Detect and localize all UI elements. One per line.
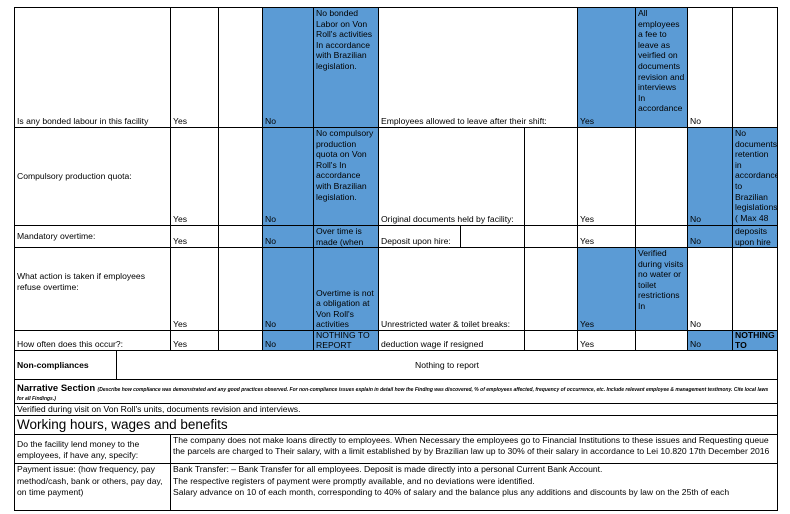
payment-line: Bank Transfer: – Bank Transfer for all e… [173,464,603,474]
empty-cell [524,330,578,351]
finding-note: NOTHING TO [732,330,778,351]
lend-question: Do the facility lend money to the employ… [14,434,171,464]
payment-question: Payment issue: (how frequency, pay metho… [14,463,171,511]
answer-no: No [262,225,314,248]
narrative-hint: (Describe how compliance was demonstrate… [17,387,769,402]
answer-yes: Yes [170,225,219,248]
question-label: Original documents held by facility: [378,127,525,226]
finding-note: Overtime is not a obligation at Von Roll… [313,247,379,331]
empty-cell [218,127,263,226]
answer-yes: Yes [577,225,636,248]
answer-no: No [687,7,733,128]
finding-note: No documents retention in accordance to … [732,127,778,226]
answer-yes: Yes [170,330,219,351]
question-label: Compulsory production quota: [14,127,171,226]
finding-note: deposits upon hire [732,225,778,248]
question-label: Is any bonded labour in this facility [14,7,171,128]
section-title: Working hours, wages and benefits [14,415,778,435]
question-label: Employees allowed to leave after their s… [378,7,578,128]
empty-cell [218,330,263,351]
question-label: Deposit upon hire: [378,225,461,248]
empty-cell [524,247,578,331]
answer-yes: Yes [170,247,219,331]
answer-no: No [687,330,733,351]
input-cell[interactable] [460,225,525,248]
answer-yes: Yes [170,7,219,128]
answer-yes: Yes [577,7,636,128]
narrative-header: Narrative Section (Describe how complian… [14,379,778,404]
answer-no: No [262,330,314,351]
finding-note: No compulsory production quota on Von Ro… [313,127,379,226]
payment-answer[interactable]: Bank Transfer: – Bank Transfer for all e… [170,463,778,511]
answer-yes: Yes [577,127,636,226]
question-label: Mandatory overtime: [14,225,171,248]
answer-yes: Yes [577,330,636,351]
empty-cell [218,225,263,248]
answer-yes: Yes [577,247,636,331]
finding-note: Over time is made (when [313,225,379,248]
empty-cell [524,127,578,226]
empty-cell [732,7,778,128]
empty-cell [635,330,688,351]
answer-no: No [262,7,314,128]
question-label: Unrestricted water & toilet breaks: [378,247,525,331]
answer-yes: Yes [170,127,219,226]
question-label: What action is taken if employees refuse… [14,247,171,331]
payment-line: Salary advance on 10 of each month, corr… [173,487,730,497]
narrative-title: Narrative Section [17,383,96,394]
empty-cell [635,127,688,226]
finding-note: No bonded Labor on Von Roll's activities… [313,7,379,128]
answer-no: No [687,247,733,331]
question-label: How often does this occur?: [14,330,171,351]
non-compliances-value: Nothing to report [116,350,778,380]
lend-answer[interactable]: The company does not make loans directly… [170,434,778,464]
finding-note: NOTHING TO REPORT [313,330,379,351]
answer-no: No [687,225,733,248]
empty-cell [524,225,578,248]
non-compliances-label: Non-compliances [14,350,117,380]
empty-cell [218,7,263,128]
finding-note: Verified during visits no water or toile… [635,247,688,331]
question-label: deduction wage if resigned [378,330,525,351]
empty-cell [732,247,778,331]
answer-no: No [262,127,314,226]
answer-no: No [687,127,733,226]
empty-cell [218,247,263,331]
empty-cell [635,225,688,248]
payment-line: The respective registers of payment were… [173,475,535,486]
answer-no: No [262,247,314,331]
finding-note: All employees a fee to leave as veirfied… [635,7,688,128]
